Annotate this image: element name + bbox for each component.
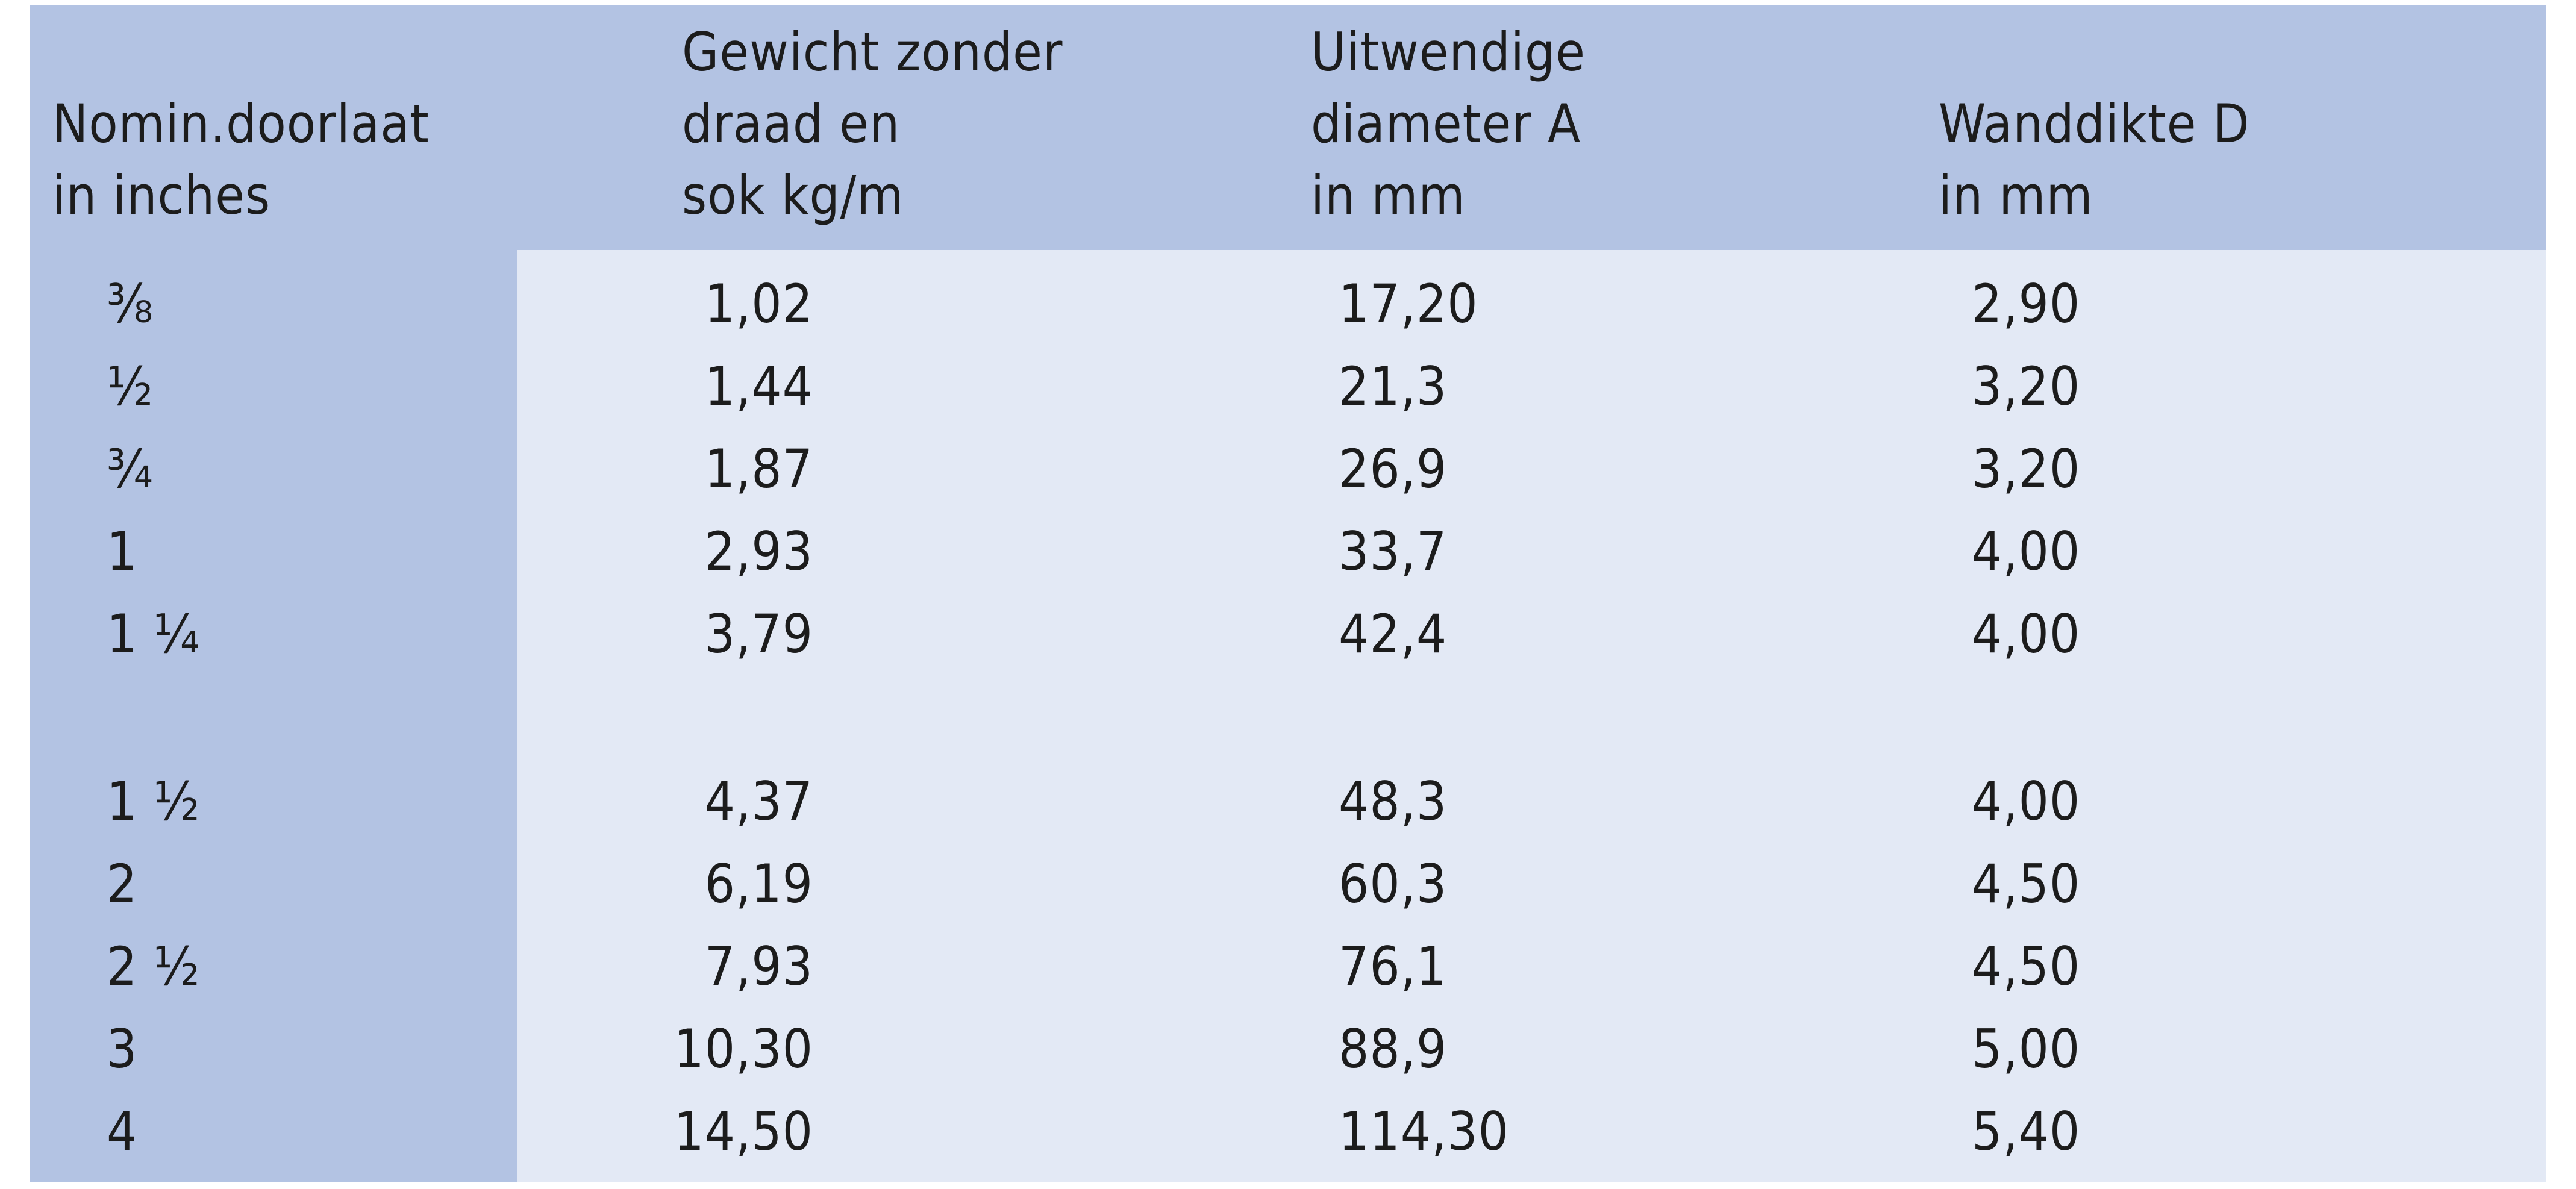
- first-column-band: [30, 5, 517, 1182]
- cell: 33,7: [1339, 520, 1448, 582]
- cell: 60,3: [1339, 853, 1448, 915]
- cell: 2 ½: [107, 935, 201, 997]
- header-text: in inches: [52, 164, 271, 226]
- cell: 3: [107, 1018, 138, 1080]
- cell: 7,93: [704, 935, 813, 997]
- header-text: Gewicht zonder: [682, 21, 1063, 83]
- cell: 4,00: [1972, 770, 2081, 832]
- cell: 1 ½: [107, 770, 201, 832]
- header-text: draad en: [682, 93, 901, 155]
- cell: 1: [107, 520, 138, 582]
- cell: 1,02: [704, 273, 813, 335]
- cell: ⅜: [107, 273, 154, 335]
- cell: 3,79: [704, 603, 813, 665]
- cell: 5,00: [1972, 1018, 2081, 1080]
- cell: 4,37: [704, 770, 813, 832]
- cell: 5,40: [1972, 1100, 2081, 1162]
- cell: 14,50: [674, 1100, 813, 1162]
- cell: 4: [107, 1100, 138, 1162]
- cell: 17,20: [1339, 273, 1478, 335]
- table: Nomin.doorlaat in inches Gewicht zonder dra…: [30, 5, 2546, 1182]
- cell: 3,20: [1972, 438, 2081, 500]
- cell: 26,9: [1339, 438, 1448, 500]
- cell: 114,30: [1339, 1100, 1509, 1162]
- cell: 1,44: [704, 355, 813, 417]
- header-text: Wanddikte D: [1939, 93, 2250, 155]
- cell: 48,3: [1339, 770, 1448, 832]
- header-text: Nomin.doorlaat: [52, 93, 430, 155]
- header-text: sok kg/m: [682, 164, 904, 226]
- cell: 1,87: [704, 438, 813, 500]
- header-text: diameter A: [1311, 93, 1581, 155]
- cell: 4,50: [1972, 935, 2081, 997]
- cell: 88,9: [1339, 1018, 1448, 1080]
- cell: 4,50: [1972, 853, 2081, 915]
- cell: 21,3: [1339, 355, 1448, 417]
- cell: 10,30: [674, 1018, 813, 1080]
- cell: 76,1: [1339, 935, 1448, 997]
- cell: 6,19: [704, 853, 813, 915]
- cell: 42,4: [1339, 603, 1448, 665]
- cell: 2,90: [1972, 273, 2081, 335]
- cell: ¾: [107, 438, 154, 500]
- cell: 1 ¼: [107, 603, 201, 665]
- cell: 4,00: [1972, 603, 2081, 665]
- cell: 2,93: [704, 520, 813, 582]
- header-text: Uitwendige: [1311, 21, 1586, 83]
- cell: 4,00: [1972, 520, 2081, 582]
- header-text: in mm: [1939, 164, 2093, 226]
- cell: ½: [107, 355, 154, 417]
- header-text: in mm: [1311, 164, 1466, 226]
- cell: 3,20: [1972, 355, 2081, 417]
- cell: 2: [107, 853, 138, 915]
